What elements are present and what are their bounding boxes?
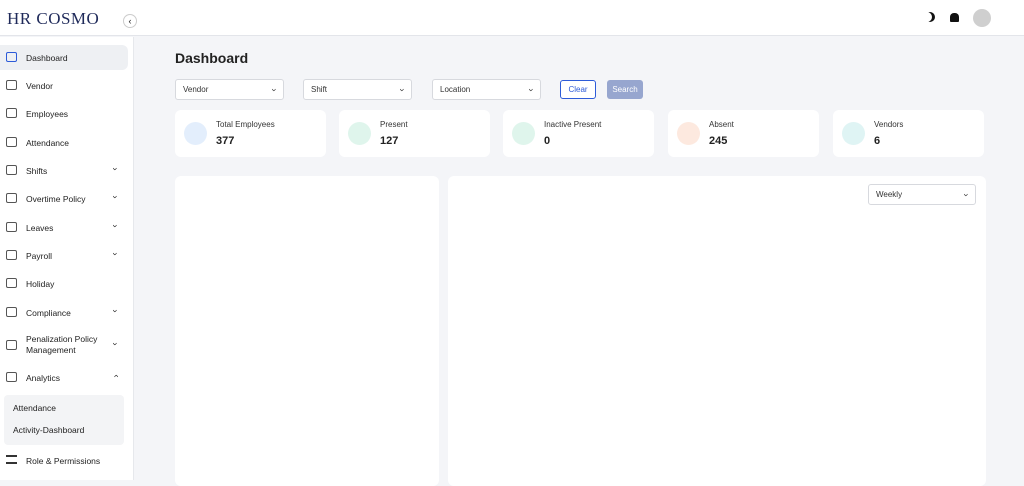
nav-item[interactable]: Compliance › bbox=[0, 300, 128, 325]
nav-icon bbox=[6, 222, 17, 232]
bar bbox=[626, 289, 652, 471]
avatar[interactable] bbox=[973, 9, 991, 27]
top-bar: HR COSMO ‹ bbox=[0, 0, 1024, 36]
nav-item[interactable]: Attendance bbox=[0, 130, 128, 155]
sidebar: Dashboard Vendor Employees Attendance Shifts… bbox=[0, 37, 134, 480]
nav-item[interactable]: Analytics › bbox=[0, 365, 128, 390]
filter-select[interactable]: Shift › bbox=[303, 79, 412, 100]
bar bbox=[513, 310, 538, 471]
nav-item[interactable]: Overtime Policy › bbox=[0, 186, 128, 211]
legend-swatch bbox=[229, 209, 248, 215]
bar bbox=[727, 310, 753, 471]
nav-label: Shifts bbox=[26, 166, 48, 176]
legend-label: On Leave bbox=[355, 209, 384, 216]
nav-icon bbox=[6, 108, 17, 118]
nav-icon bbox=[6, 165, 17, 175]
nav-icon bbox=[6, 193, 17, 203]
chart-title: Today's Attendance bbox=[184, 186, 282, 198]
nav-label: Holiday bbox=[26, 279, 55, 289]
bar bbox=[841, 442, 867, 471]
y-tick-label: 200 bbox=[458, 288, 469, 294]
nav-label: Overtime Policy bbox=[26, 194, 86, 204]
collapse-button[interactable]: ‹ bbox=[123, 14, 137, 28]
legend-swatch bbox=[667, 233, 689, 240]
nav-icon bbox=[6, 372, 17, 382]
legend-label: Absent bbox=[745, 234, 765, 241]
nav-icon bbox=[6, 80, 17, 90]
y-tick-label: 0 bbox=[465, 469, 469, 475]
legend-label: Absent bbox=[305, 209, 325, 216]
nav-label: Penalization Policy Management bbox=[26, 334, 98, 355]
filter-label: Shift bbox=[311, 85, 328, 94]
legend-swatch bbox=[720, 233, 742, 240]
bar bbox=[798, 304, 824, 471]
nav-label: Role & Permissions bbox=[26, 456, 101, 466]
submenu: Attendance Activity-Dashboard bbox=[4, 395, 124, 445]
nav-item[interactable]: Leaves › bbox=[0, 215, 128, 240]
nav-icon bbox=[6, 340, 17, 350]
nav-item[interactable]: Dashboard bbox=[0, 45, 128, 70]
page-title: Dashboard bbox=[175, 50, 249, 66]
nav-icon bbox=[6, 307, 17, 317]
nav-item[interactable]: Payroll › bbox=[0, 243, 128, 268]
y-tick-label: 150 bbox=[458, 333, 469, 339]
nav-item[interactable]: Holiday bbox=[0, 271, 128, 296]
chevron: › bbox=[961, 193, 972, 196]
nav-label: Analytics bbox=[26, 373, 61, 383]
y-tick-label: 50 bbox=[461, 424, 468, 430]
bar bbox=[555, 301, 581, 471]
chart-title: Attendance Report bbox=[456, 211, 546, 222]
clear-button[interactable]: Clear bbox=[560, 80, 596, 99]
nav-item[interactable]: Shifts › bbox=[0, 158, 128, 183]
submenu-item[interactable]: Activity-Dashboard bbox=[13, 425, 85, 435]
period-label: Weekly bbox=[876, 190, 903, 199]
donut-slice bbox=[306, 221, 422, 399]
y-tick-label: 250 bbox=[458, 243, 469, 249]
filter-label: Vendor bbox=[183, 85, 209, 94]
nav-item[interactable]: Role & Permissions bbox=[0, 448, 128, 473]
bar bbox=[655, 314, 681, 471]
legend-label: Present bbox=[692, 234, 715, 241]
legend-swatch bbox=[332, 209, 351, 215]
brand: HR COSMO bbox=[7, 9, 100, 28]
submenu-item[interactable]: Attendance bbox=[13, 403, 57, 413]
nav-item[interactable]: Penalization Policy Management › bbox=[0, 333, 128, 358]
nav-item[interactable]: Employees bbox=[0, 101, 128, 126]
filter-select[interactable]: Location › bbox=[432, 79, 541, 100]
nav-label: Vendor bbox=[26, 81, 53, 91]
nav-icon bbox=[6, 137, 17, 147]
nav-label: Compliance bbox=[26, 308, 71, 318]
search-button[interactable]: Search bbox=[607, 80, 643, 99]
nav-label: Attendance bbox=[26, 138, 70, 148]
nav-icon bbox=[6, 278, 17, 288]
filter-label: Location bbox=[440, 85, 471, 94]
y-tick-label: 100 bbox=[458, 379, 469, 385]
bar bbox=[484, 298, 509, 471]
bar bbox=[769, 299, 795, 471]
bar bbox=[912, 356, 938, 471]
nav-item[interactable]: Vendor bbox=[0, 73, 128, 98]
nav-label: Employees bbox=[26, 109, 69, 119]
bar bbox=[698, 298, 724, 471]
legend-label: Present bbox=[252, 209, 275, 216]
nav-icon bbox=[6, 455, 17, 464]
chevron: › bbox=[397, 88, 408, 91]
chevron: › bbox=[526, 88, 537, 91]
nav-icon bbox=[6, 52, 17, 62]
filter-select[interactable]: Vendor › bbox=[175, 79, 284, 100]
nav-label: Dashboard bbox=[26, 53, 68, 63]
nav-icon bbox=[6, 250, 17, 260]
nav-label: Payroll bbox=[26, 251, 52, 261]
notifications[interactable] bbox=[950, 13, 959, 22]
bar bbox=[941, 249, 967, 471]
bar bbox=[584, 310, 610, 471]
nav-label: Leaves bbox=[26, 223, 54, 233]
legend-swatch bbox=[282, 209, 301, 215]
period-select[interactable]: Weekly › bbox=[868, 184, 976, 205]
chevron: › bbox=[269, 88, 280, 91]
